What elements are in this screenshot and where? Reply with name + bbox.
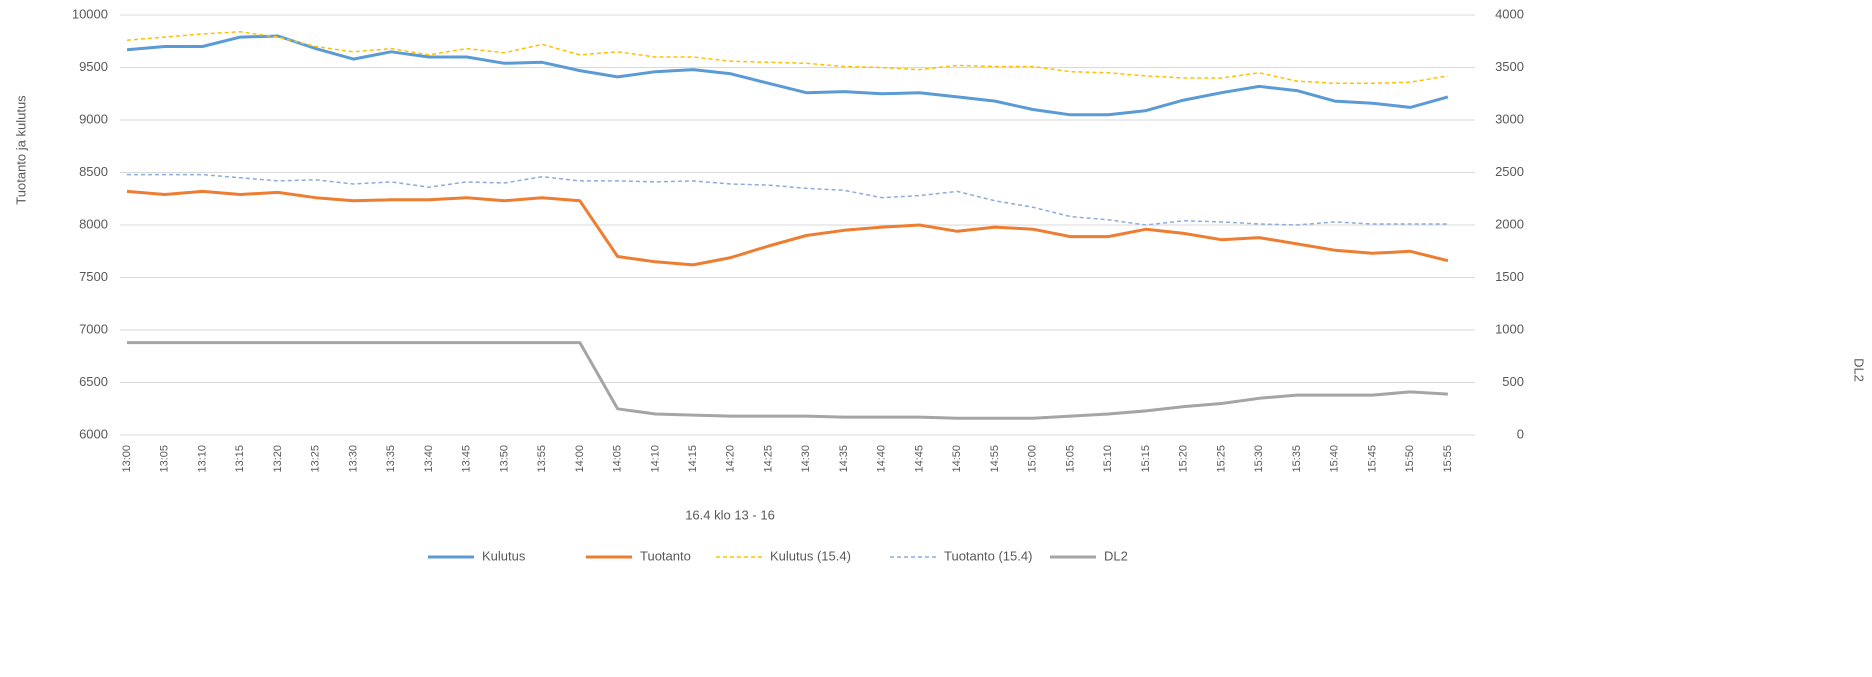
x-tick-label: 14:50	[951, 445, 963, 473]
x-tick-label: 13:50	[498, 445, 510, 473]
y2-tick-label: 500	[1502, 374, 1524, 389]
x-tick-label: 13:20	[272, 445, 284, 473]
legend-label: Tuotanto	[640, 548, 691, 563]
y2-tick-label: 1500	[1495, 269, 1524, 284]
series-line	[127, 341, 1448, 420]
legend-label: DL2	[1104, 548, 1128, 563]
x-tick-label: 14:10	[649, 445, 661, 473]
x-tick-label: 15:50	[1404, 445, 1416, 473]
x-tick-label: 14:35	[838, 445, 850, 473]
series-line	[126, 34, 1449, 117]
x-tick-label: 14:15	[687, 445, 699, 473]
x-axis-title: 16.4 klo 13 - 16	[685, 507, 775, 522]
x-tick-label: 14:30	[800, 445, 812, 473]
y-tick-label: 8000	[79, 216, 108, 231]
x-tick-label: 14:55	[989, 445, 1001, 473]
x-tick-label: 14:25	[762, 445, 774, 473]
x-tick-label: 13:40	[423, 445, 435, 473]
legend-label: Kulutus	[482, 548, 526, 563]
x-tick-label: 15:40	[1329, 445, 1341, 473]
x-tick-label: 13:30	[347, 445, 359, 473]
series-line	[126, 189, 1449, 267]
x-tick-label: 15:55	[1442, 445, 1454, 473]
x-tick-label: 13:55	[536, 445, 548, 473]
y2-axis-title: DL2	[1852, 358, 1867, 382]
y2-tick-label: 1000	[1495, 321, 1524, 336]
x-tick-label: 15:30	[1253, 445, 1265, 473]
legend-label: Kulutus (15.4)	[770, 548, 851, 563]
x-tick-label: 14:40	[876, 445, 888, 473]
x-tick-label: 15:35	[1291, 445, 1303, 473]
y-tick-label: 7000	[79, 321, 108, 336]
y-tick-label: 7500	[79, 269, 108, 284]
x-tick-label: 13:25	[310, 445, 322, 473]
x-tick-label: 13:35	[385, 445, 397, 473]
y2-tick-label: 3500	[1495, 59, 1524, 74]
y-tick-label: 8500	[79, 164, 108, 179]
x-tick-label: 15:20	[1178, 445, 1190, 473]
series-line	[127, 173, 1448, 226]
y2-tick-label: 0	[1517, 426, 1524, 441]
y-axis-title: Tuotanto ja kulutus	[13, 95, 28, 205]
x-tick-label: 14:20	[725, 445, 737, 473]
x-tick-label: 15:25	[1215, 445, 1227, 473]
x-tick-label: 15:00	[1027, 445, 1039, 473]
y2-tick-label: 2000	[1495, 216, 1524, 231]
x-tick-label: 15:05	[1064, 445, 1076, 473]
x-tick-label: 15:45	[1366, 445, 1378, 473]
x-tick-label: 15:15	[1140, 445, 1152, 473]
x-tick-label: 13:15	[234, 445, 246, 473]
y-tick-label: 9000	[79, 111, 108, 126]
y-tick-label: 9500	[79, 59, 108, 74]
y-tick-label: 6500	[79, 374, 108, 389]
y2-tick-label: 3000	[1495, 111, 1524, 126]
y2-tick-label: 4000	[1495, 6, 1524, 21]
x-tick-label: 13:05	[159, 445, 171, 473]
legend-label: Tuotanto (15.4)	[944, 548, 1032, 563]
x-tick-label: 14:05	[612, 445, 624, 473]
x-tick-label: 14:45	[913, 445, 925, 473]
y-tick-label: 10000	[72, 6, 108, 21]
y2-tick-label: 2500	[1495, 164, 1524, 179]
x-tick-label: 13:45	[461, 445, 473, 473]
x-tick-label: 13:10	[196, 445, 208, 473]
x-tick-label: 15:10	[1102, 445, 1114, 473]
x-tick-label: 14:00	[574, 445, 586, 473]
y-tick-label: 6000	[79, 426, 108, 441]
x-tick-label: 13:00	[121, 445, 133, 473]
series-line	[126, 31, 1449, 85]
